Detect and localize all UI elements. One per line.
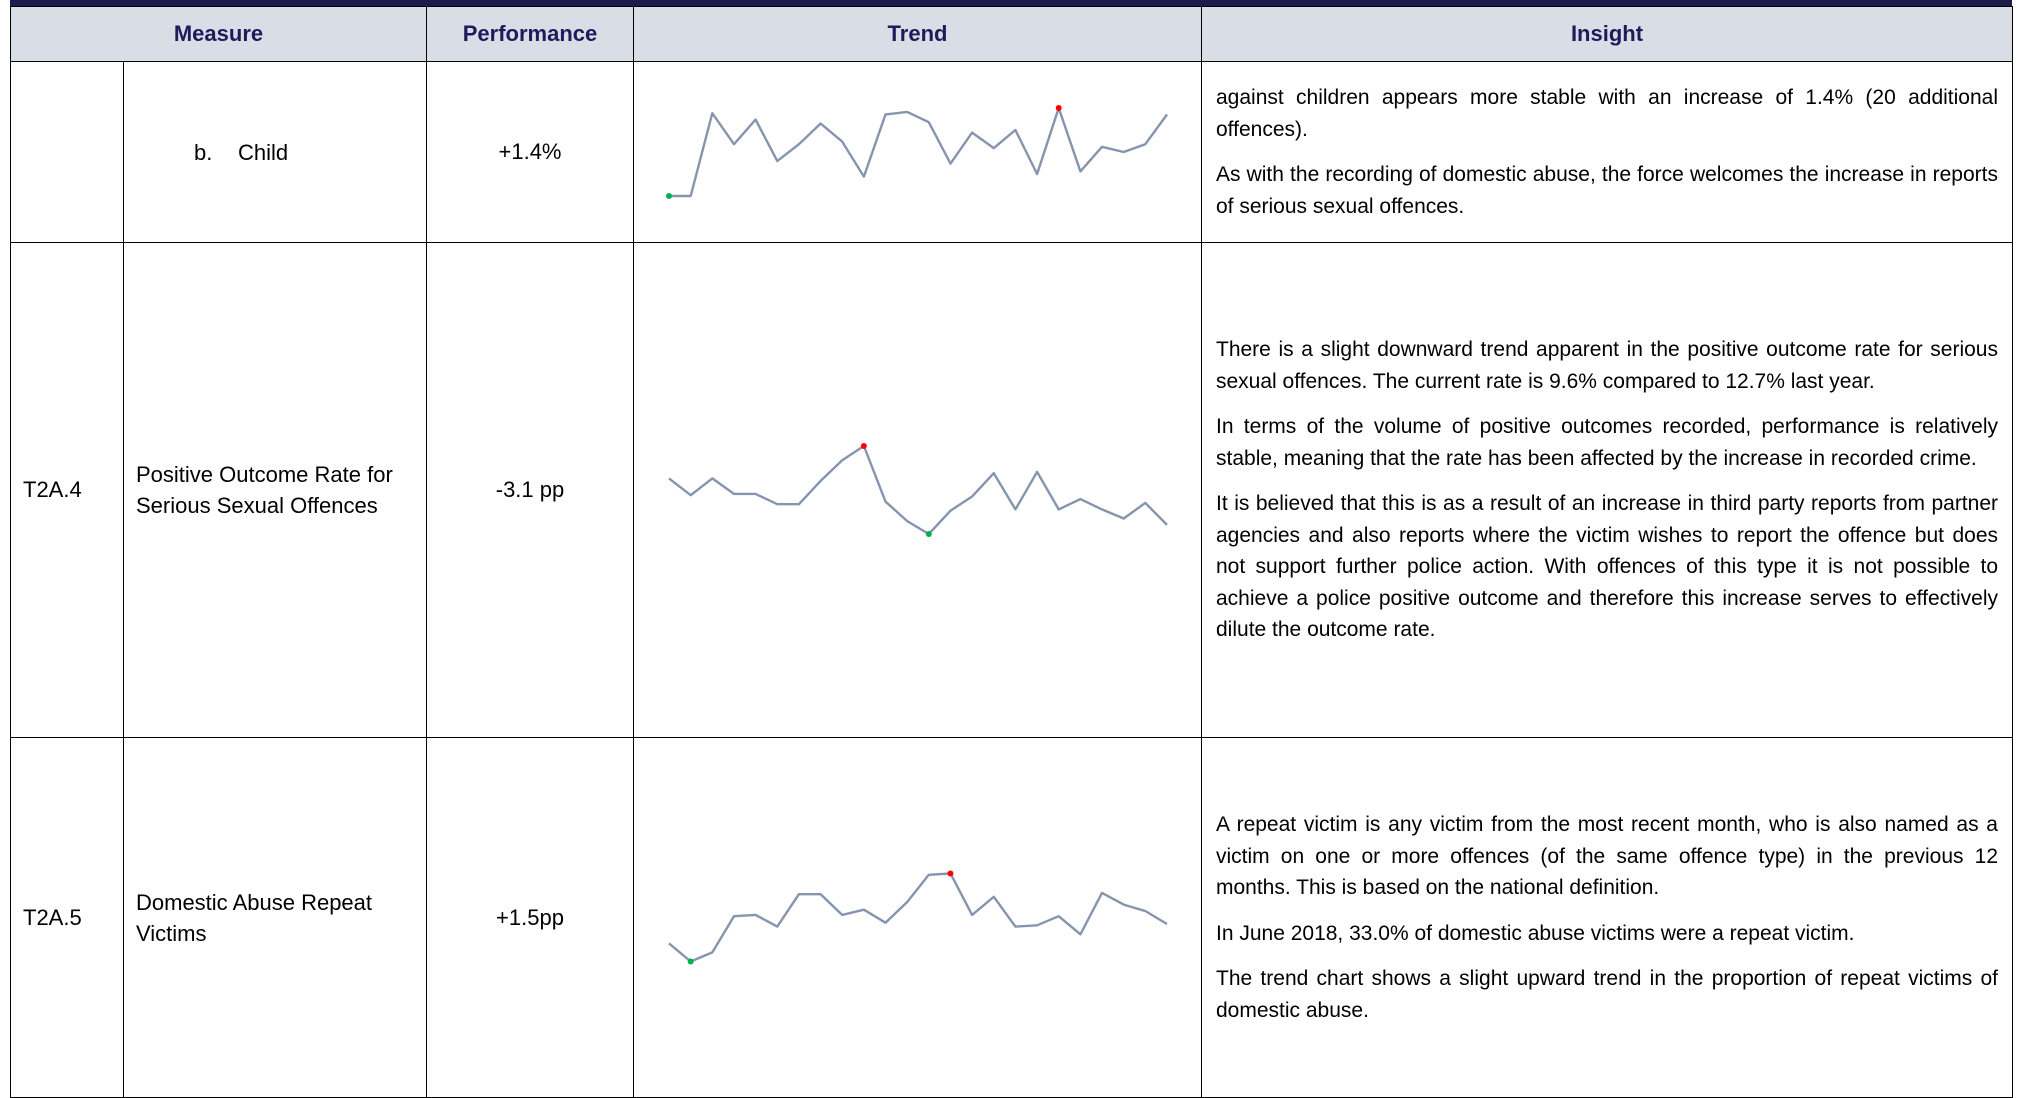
code-cell: T2A.5 [10,737,124,1098]
measure-code: T2A.5 [23,904,82,930]
performance-value: +1.4% [498,139,562,164]
min-point [925,531,932,537]
insight-paragraph: against children appears more stable wit… [1216,86,1998,141]
measure-cell: Positive Outcome Rate for Serious Sexual… [123,242,427,738]
insight-cell: against children appears more stable wit… [1201,61,2013,243]
measure-cell: Domestic Abuse Repeat Victims [123,737,427,1098]
max-point [1055,105,1062,111]
header-cell: Performance [426,6,634,62]
header-cell: Trend [633,6,1202,62]
performance-value: +1.5pp [496,904,564,930]
report-table: Measure Performance Trend Insight b. Child +1… [10,0,2013,1098]
performance-cell: +1.4% [426,61,634,243]
header-cell: Measure [10,6,427,62]
table-body: b. Child +1.4% against children appears mor… [10,61,2013,1098]
sparkline [669,106,1168,198]
sparkline [668,444,1168,536]
table: Measure Performance Trend Insight b. Child +1… [10,6,2013,1098]
max-point [947,870,954,877]
header-cell: Insight [1201,6,2013,62]
measure-name: Positive Outcome Rate for Serious Sexual… [136,462,393,518]
performance-cell: -3.1 pp [426,242,634,738]
insight-paragraph: The trend chart shows a slight upward tr… [1216,967,1998,1022]
list-marker: b. [194,139,213,165]
trend-cell [633,61,1202,243]
insight-paragraph: As with the recording of domestic abuse,… [1216,163,1998,218]
sparkline [668,872,1168,963]
trend-cell [633,242,1202,738]
measure-name: Child [238,139,289,165]
performance-value: -3.1 pp [495,477,565,502]
insight-paragraph: A repeat victim is any victim from the m… [1216,813,1998,899]
insight-paragraph: In terms of the volume of positive outco… [1216,415,1998,470]
trend-chart [668,870,1168,965]
code-cell: T2A.4 [10,242,124,738]
trend-cell [633,737,1202,1098]
min-point [666,193,672,199]
max-point [860,443,867,449]
insight-paragraph: There is a slight downward trend apparen… [1216,338,1998,393]
insight-cell: A repeat victim is any victim from the m… [1201,737,2013,1098]
insight-paragraph: It is believed that this is as a result … [1216,492,1998,642]
table-row: T2A.4 Positive Outcome Rate for Serious S… [10,242,2013,738]
measure-name: Domestic Abuse Repeat Victims [136,889,373,946]
trend-chart [666,105,1168,199]
measure-cell: b. Child [123,61,427,243]
code-cell [10,61,124,243]
insight-paragraph: In June 2018, 33.0% of domestic abuse vi… [1216,921,1855,945]
trend-chart [668,443,1168,537]
min-point [687,958,694,965]
insight-cell: There is a slight downward trend apparen… [1201,242,2013,738]
performance-cell: +1.5pp [426,737,634,1098]
table-row: b. Child +1.4% against children appears mor… [10,61,2013,243]
table-row: T2A.5 Domestic Abuse Repeat Victims +1.5pp… [10,737,2013,1098]
measure-code: T2A.4 [23,477,82,502]
top-band [10,0,2012,6]
header-row: Measure Performance Trend Insight [10,6,2013,62]
